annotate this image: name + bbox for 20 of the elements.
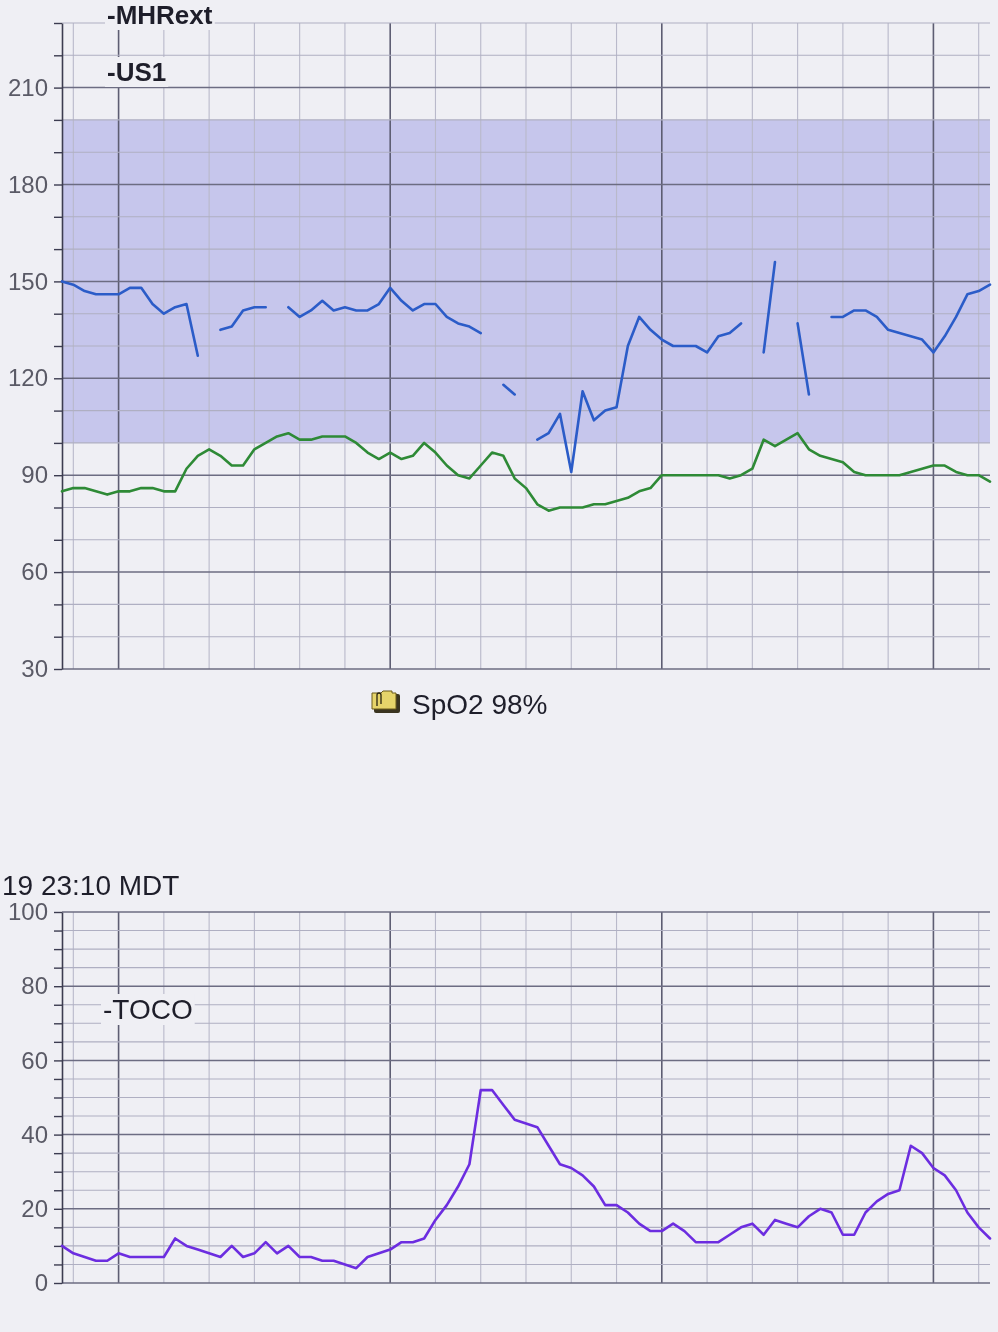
y-tick-label: 210	[7, 73, 48, 101]
annotation: -TOCO	[103, 994, 193, 1025]
annotation: -MHRext	[107, 0, 213, 30]
y-tick-label: 0	[34, 1269, 48, 1297]
y-tick-label: 60	[21, 1046, 48, 1074]
y-tick-label: 80	[21, 972, 48, 1000]
y-tick-label: 40	[21, 1120, 48, 1148]
line-series	[60, 1088, 992, 1270]
y-tick-label: 100	[7, 898, 48, 926]
annotation: -US1	[107, 57, 167, 87]
y-tick-label: 30	[21, 655, 48, 683]
y-tick-label: 90	[21, 461, 48, 489]
y-tick-label: 20	[21, 1194, 48, 1222]
text: SpO2 98%	[412, 689, 548, 720]
y-tick-label: 120	[7, 364, 48, 392]
line-series	[60, 431, 992, 513]
y-tick-label: 60	[21, 558, 48, 586]
y-tick-label: 180	[7, 170, 48, 198]
y-tick-label: 150	[7, 267, 48, 295]
text: 19 23:10 MDT	[2, 870, 180, 901]
